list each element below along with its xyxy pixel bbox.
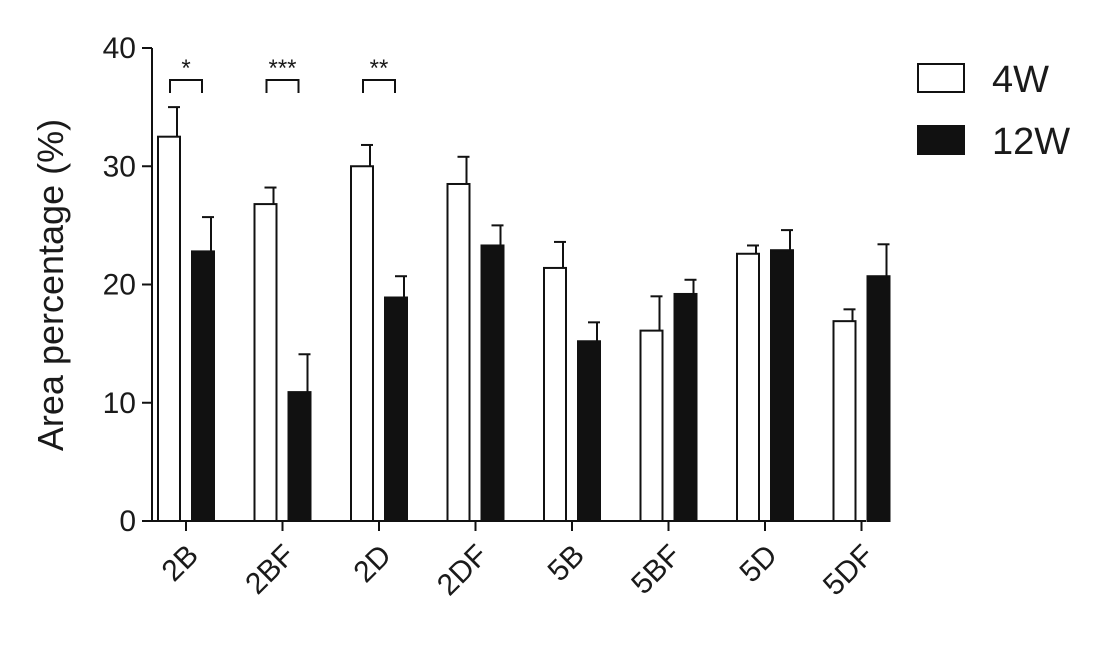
category-label-2B: 2B [156,539,205,588]
significance-bracket [265,79,300,93]
bar-12W-2D [384,296,408,522]
category-label-5BF: 5BF [625,539,687,601]
bar-4W-5D [736,252,760,522]
bar-4W-5BF [639,329,664,522]
y-axis: 0 10 20 30 40 [103,32,153,538]
legend-swatch-4W [917,63,965,93]
bar-4W-2DF [446,182,471,523]
category-label-5B: 5B [542,539,591,588]
category-label-2D: 2D [347,539,397,589]
bar-4W-2B [157,135,181,522]
bar-4W-2D [350,165,374,522]
legend-swatch-12W [917,125,965,155]
bar-12W-2DF [480,244,505,522]
significance-label: ** [370,55,389,82]
bar-12W-2BF [287,391,312,523]
error-bars [168,106,890,393]
category-label-2DF: 2DF [431,539,494,602]
significance-label: *** [268,55,296,82]
significance-bracket [169,79,203,93]
y-tick-label: 10 [103,387,136,420]
significance-bracket [362,79,396,93]
legend-label-12W: 12W [992,121,1070,163]
bar-12W-5BF [673,292,698,522]
y-tick-label: 30 [103,150,136,183]
y-tick-label: 20 [103,269,136,302]
significance-label: * [181,55,190,82]
bar-12W-2B [191,250,215,522]
category-label-5D: 5D [733,539,783,589]
significance-brackets: * *** ** [169,55,396,93]
bar-12W-5D [770,249,794,523]
y-tick-label: 40 [103,32,136,65]
y-axis-label: Area percentage (%) [30,119,71,451]
category-labels: 2B 2BF 2D 2DF 5B 5BF 5D 5DF [156,539,881,602]
bar-4W-5DF [832,320,857,522]
bar-4W-2BF [253,203,278,522]
legend-label-4W: 4W [992,59,1049,101]
category-label-2BF: 2BF [239,539,301,601]
category-label-5DF: 5DF [817,539,880,602]
bar-12W-5B [577,340,601,523]
bars [157,135,891,523]
x-axis [152,520,866,531]
bar-12W-5DF [866,275,891,522]
bar-4W-5B [543,266,567,522]
y-tick-label: 0 [119,505,136,538]
